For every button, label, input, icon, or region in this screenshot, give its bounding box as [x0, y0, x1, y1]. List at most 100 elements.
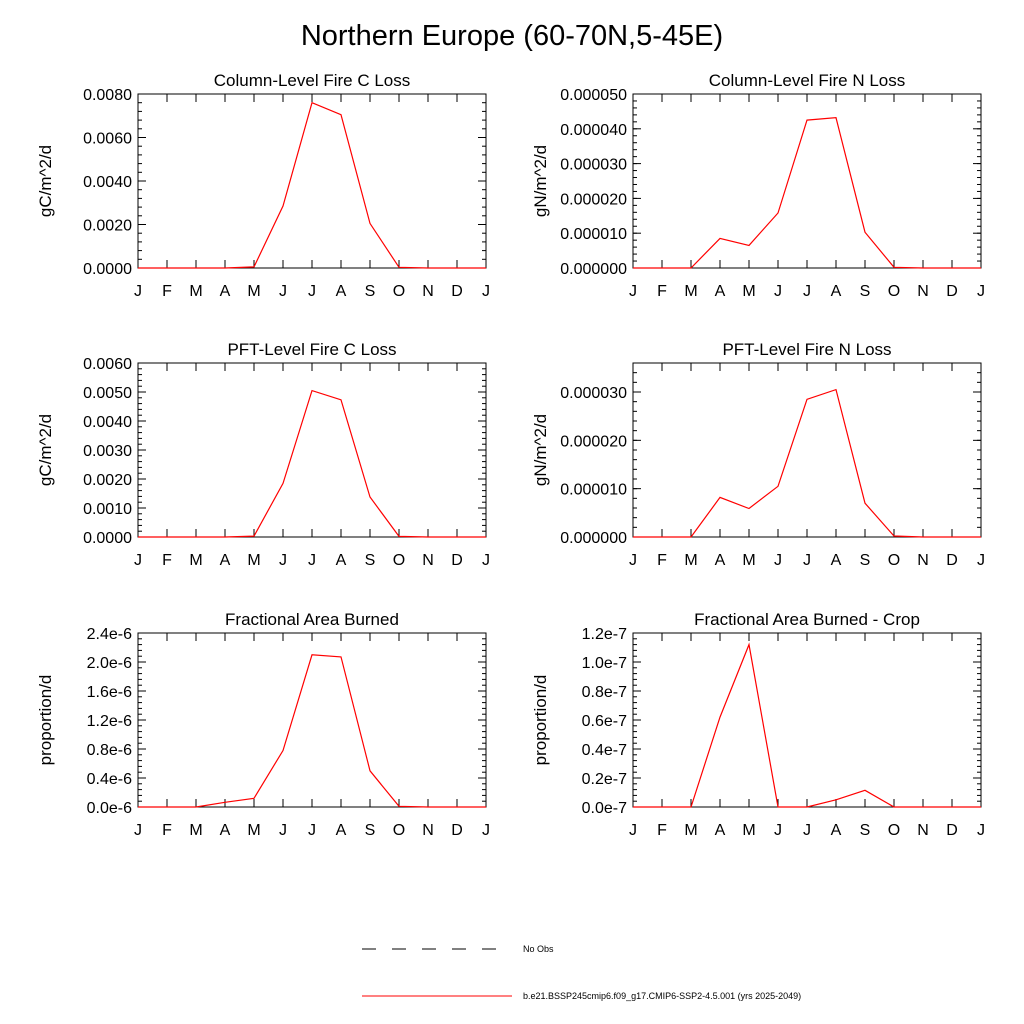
- x-tick-label: O: [888, 283, 900, 300]
- panel-title: PFT-Level Fire N Loss: [722, 340, 891, 359]
- x-tick-label: J: [134, 283, 142, 300]
- series-line: [633, 117, 981, 269]
- series-line: [138, 389, 486, 538]
- y-tick-label: 0.0020: [83, 472, 132, 489]
- x-tick-label: A: [336, 283, 347, 300]
- y-tick-label: 1.0e-7: [582, 655, 627, 672]
- x-tick-label: S: [860, 552, 871, 569]
- y-tick-label: 0.0020: [83, 218, 132, 235]
- y-tick-label: 0.000020: [560, 191, 627, 208]
- x-tick-label: J: [803, 283, 811, 300]
- y-tick-label: 0.0060: [83, 131, 132, 148]
- legend-label: b.e21.BSSP245cmip6.f09_g17.CMIP6-SSP2-4.…: [523, 991, 801, 1001]
- legend-label: No Obs: [523, 944, 554, 954]
- y-tick-label: 0.6e-7: [582, 713, 627, 730]
- x-tick-label: A: [715, 552, 726, 569]
- x-tick-label: M: [247, 552, 260, 569]
- y-tick-label: 0.8e-6: [87, 742, 132, 759]
- y-tick-label: 0.0010: [83, 501, 132, 518]
- plot-frame: [137, 362, 487, 538]
- x-tick-label: D: [946, 822, 958, 839]
- x-tick-label: D: [946, 283, 958, 300]
- y-tick-label: 0.000000: [560, 530, 627, 547]
- x-tick-label: S: [365, 552, 376, 569]
- y-tick-label: 2.0e-6: [87, 655, 132, 672]
- y-tick-label: 0.4e-7: [582, 742, 627, 759]
- x-tick-label: M: [742, 552, 755, 569]
- x-tick-label: J: [308, 283, 316, 300]
- series-line: [138, 654, 486, 808]
- y-axis-label: gN/m^2/d: [531, 414, 550, 486]
- x-tick-label: A: [336, 552, 347, 569]
- x-tick-label: J: [774, 822, 782, 839]
- x-tick-label: J: [977, 283, 985, 300]
- x-tick-label: D: [451, 283, 463, 300]
- x-tick-label: N: [917, 822, 929, 839]
- y-tick-label: 0.4e-6: [87, 771, 132, 788]
- y-tick-label: 2.4e-6: [87, 626, 132, 643]
- series-line: [633, 642, 981, 808]
- x-tick-label: O: [393, 283, 405, 300]
- x-tick-label: J: [629, 283, 637, 300]
- y-tick-label: 0.2e-7: [582, 771, 627, 788]
- x-tick-label: J: [308, 822, 316, 839]
- y-tick-label: 0.8e-7: [582, 684, 627, 701]
- x-tick-label: F: [657, 552, 667, 569]
- plot-frame: [632, 632, 982, 808]
- x-tick-label: A: [831, 552, 842, 569]
- x-tick-label: A: [336, 822, 347, 839]
- x-tick-label: J: [279, 552, 287, 569]
- x-tick-label: S: [365, 283, 376, 300]
- y-tick-label: 0.0000: [83, 530, 132, 547]
- x-tick-label: M: [189, 822, 202, 839]
- y-tick-label: 0.0050: [83, 385, 132, 402]
- x-tick-label: S: [365, 822, 376, 839]
- plot-frame: [632, 362, 982, 538]
- y-tick-label: 0.0080: [83, 87, 132, 104]
- y-axis-label: proportion/d: [36, 675, 55, 766]
- x-tick-label: O: [393, 552, 405, 569]
- x-tick-label: M: [247, 822, 260, 839]
- x-tick-label: A: [715, 283, 726, 300]
- x-tick-label: N: [422, 822, 434, 839]
- x-tick-label: J: [134, 552, 142, 569]
- x-tick-label: M: [684, 822, 697, 839]
- y-tick-label: 0.000000: [560, 261, 627, 278]
- x-tick-label: F: [162, 552, 172, 569]
- x-tick-label: F: [162, 283, 172, 300]
- y-tick-label: 0.0040: [83, 174, 132, 191]
- x-tick-label: M: [189, 283, 202, 300]
- y-tick-label: 0.000030: [560, 385, 627, 402]
- x-tick-label: J: [134, 822, 142, 839]
- y-tick-label: 0.0e-6: [87, 800, 132, 817]
- x-tick-label: A: [220, 283, 231, 300]
- panel-title: Fractional Area Burned - Crop: [694, 610, 920, 629]
- y-tick-label: 0.0e-7: [582, 800, 627, 817]
- y-tick-label: 0.0030: [83, 443, 132, 460]
- y-tick-label: 0.0000: [83, 261, 132, 278]
- x-tick-label: O: [393, 822, 405, 839]
- x-tick-label: S: [860, 822, 871, 839]
- x-tick-label: M: [684, 283, 697, 300]
- x-tick-label: N: [422, 552, 434, 569]
- y-tick-label: 1.2e-7: [582, 626, 627, 643]
- x-tick-label: A: [831, 822, 842, 839]
- x-tick-label: M: [742, 283, 755, 300]
- x-tick-label: D: [946, 552, 958, 569]
- x-tick-label: J: [482, 283, 490, 300]
- series-line: [138, 101, 486, 269]
- x-tick-label: M: [742, 822, 755, 839]
- panel-title: Column-Level Fire N Loss: [709, 71, 906, 90]
- y-tick-label: 0.000040: [560, 122, 627, 139]
- x-tick-label: J: [279, 822, 287, 839]
- y-tick-label: 1.2e-6: [87, 713, 132, 730]
- x-tick-label: M: [247, 283, 260, 300]
- plot-frame: [137, 632, 487, 808]
- x-tick-label: J: [482, 552, 490, 569]
- y-tick-label: 0.000010: [560, 482, 627, 499]
